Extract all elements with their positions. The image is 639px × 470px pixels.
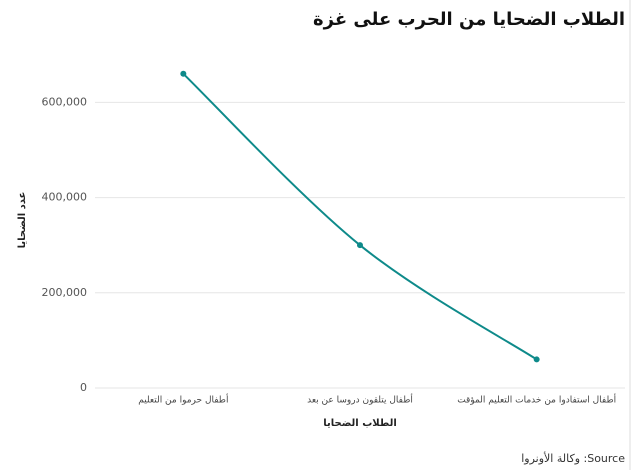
x-tick-label: أطفال يتلقون دروسا عن بعد xyxy=(307,394,413,406)
data-point xyxy=(533,356,540,363)
x-tick-label: أطفال حرموا من التعليم xyxy=(138,394,228,406)
x-tick-label: أطفال استفادوا من خدمات التعليم المؤقت xyxy=(457,394,616,406)
y-tick-label: 600,000 xyxy=(42,95,88,108)
y-tick-label: 200,000 xyxy=(42,286,88,299)
chart-title: الطلاب الضحايا من الحرب على غزة xyxy=(313,9,625,30)
source-note: Source: وكالة الأونروا xyxy=(521,451,625,465)
y-tick-label: 0 xyxy=(80,381,87,394)
y-tick-label: 400,000 xyxy=(42,191,88,204)
y-axis-title: عدد الضحايا xyxy=(17,192,28,249)
x-axis-title: الطلاب الضحايا xyxy=(323,418,397,429)
data-point xyxy=(180,70,187,77)
data-point xyxy=(357,242,363,249)
